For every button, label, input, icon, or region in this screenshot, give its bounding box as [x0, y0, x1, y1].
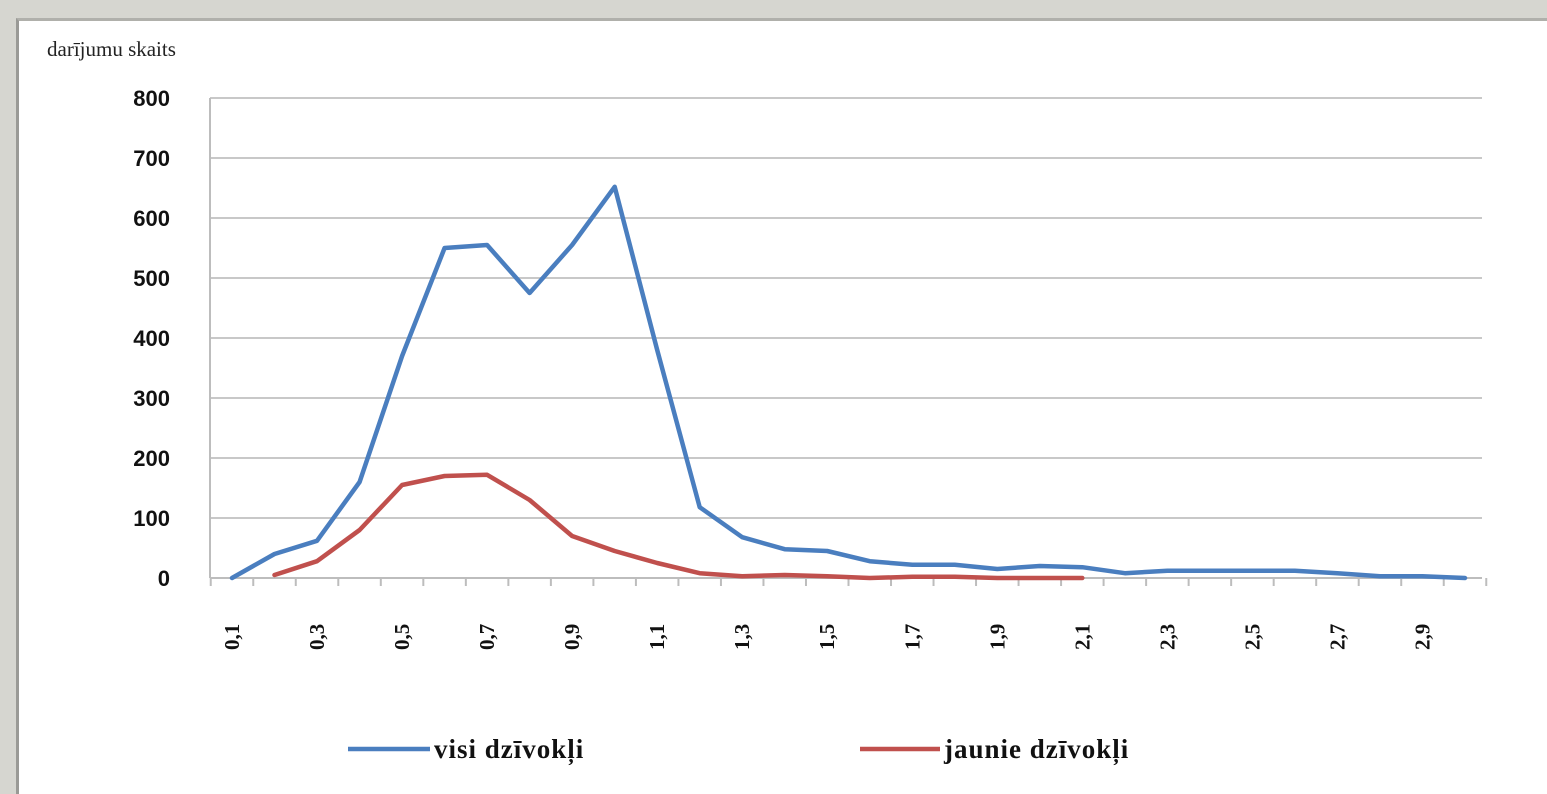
x-tick-label: 0,9 — [560, 624, 584, 650]
x-tick-label: 0,1 — [220, 624, 244, 650]
y-tick-label: 200 — [133, 446, 170, 471]
x-tick-label: 2,5 — [1240, 624, 1264, 650]
chart-panel — [16, 18, 1547, 794]
y-tick-label: 300 — [133, 386, 170, 411]
y-tick-label: 500 — [133, 266, 170, 291]
y-tick-label: 400 — [133, 326, 170, 351]
series-lines — [229, 184, 1468, 581]
x-tick-label: 1,3 — [730, 624, 754, 650]
x-tick-labels: 0,1 0,3 0,5 0,7 0,9 1,1 1,3 1,5 1,7 1,9 2,1 2,3 2,5 2… — [220, 624, 1434, 650]
gridlines — [210, 97, 1482, 519]
y-tick-label: 600 — [133, 206, 170, 231]
x-tick-label: 2,9 — [1410, 624, 1434, 650]
x-tick-label: 1,9 — [985, 624, 1009, 650]
x-tick-label: 1,1 — [645, 624, 669, 650]
y-tick-label: 100 — [133, 506, 170, 531]
x-tick-label: 1,7 — [900, 624, 924, 650]
x-tick-label: 2,1 — [1070, 624, 1094, 650]
axes — [209, 98, 1488, 586]
x-tick-label: 0,5 — [390, 624, 414, 650]
legend: visi dzīvokļi jaunie dzīvokļi — [348, 734, 1129, 766]
legend-entry: visi dzīvokļi — [434, 734, 584, 766]
y-tick-label: 0 — [158, 566, 170, 591]
x-tick-label: 2,7 — [1325, 624, 1349, 650]
x-tick-label: 2,3 — [1155, 624, 1179, 650]
y-tick-label: 700 — [133, 146, 170, 171]
legend-entry: jaunie dzīvokļi — [943, 734, 1129, 766]
y-tick-label: 800 — [133, 86, 170, 111]
series-line — [272, 472, 1085, 581]
y-axis-label: darījumu skaits — [47, 37, 176, 61]
y-tick-labels: 800 700 600 500 400 300 200 100 0 — [133, 86, 170, 591]
x-tick-label: 0,3 — [305, 624, 329, 650]
x-tick-label: 0,7 — [475, 624, 499, 650]
series-line — [229, 184, 1468, 581]
x-tick-label: 1,5 — [815, 624, 839, 650]
